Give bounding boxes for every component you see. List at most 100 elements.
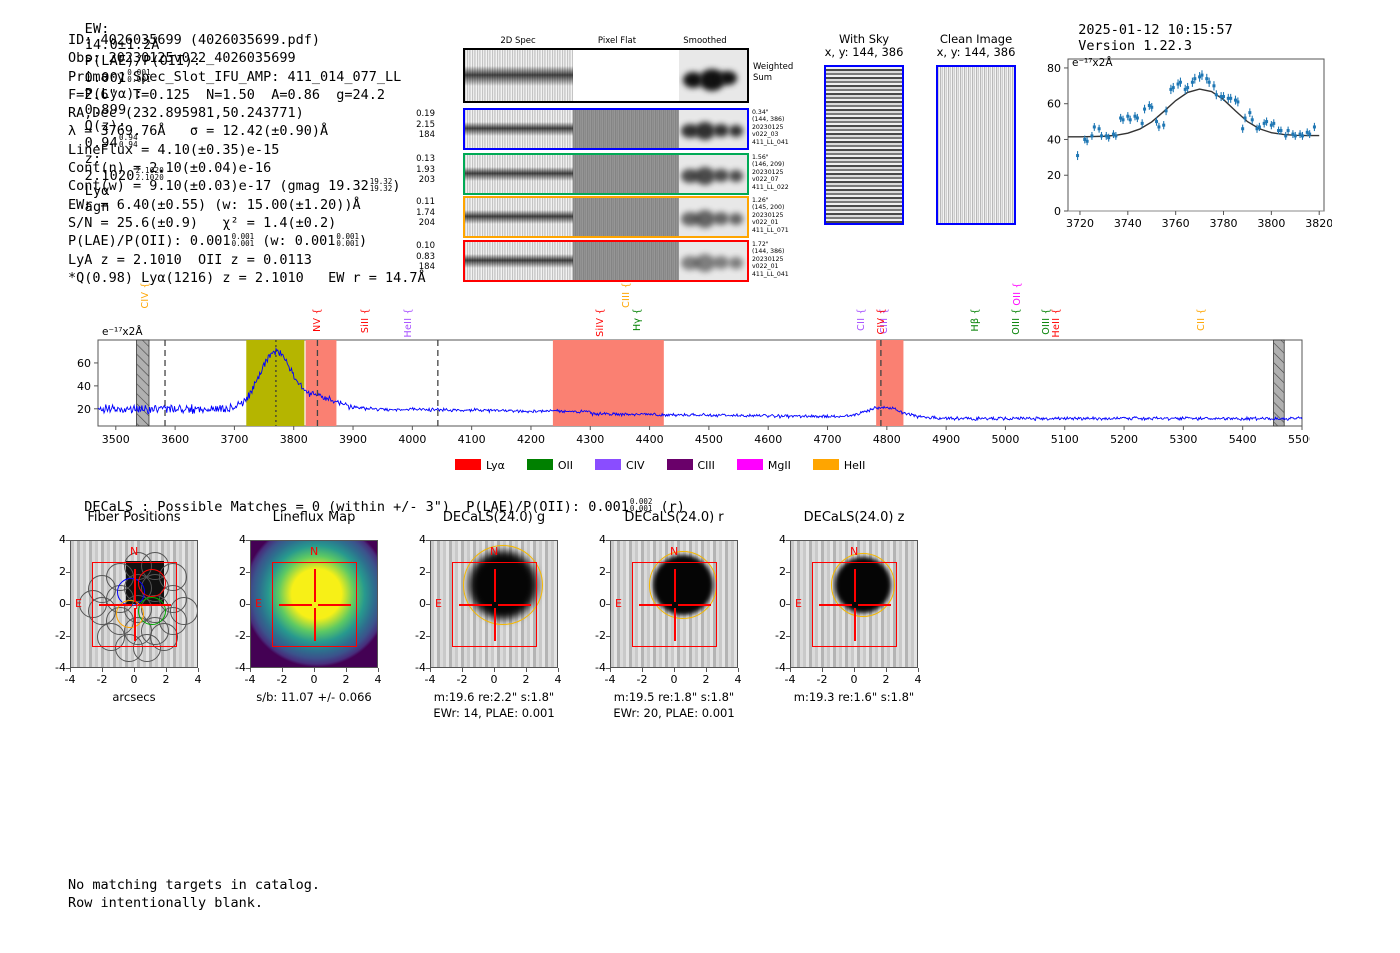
- crosshair-v-top-1: [314, 569, 316, 603]
- panel-0-xlabel: arcsecs: [112, 690, 156, 704]
- fiber-circle-20: [169, 596, 197, 625]
- spectrum-line-label-cii-15: CII {: [1196, 308, 1208, 331]
- crosshair-h-left-1: [279, 604, 313, 606]
- fiber-circle-highlight-1: [137, 569, 166, 598]
- panel-4-ytick-2: 0: [779, 597, 786, 610]
- info-line-7: Cont(n) = 2.10(±0.04)e-16: [68, 160, 272, 177]
- panel-1-xtick-4: 4: [374, 673, 382, 686]
- linefit-ytick: 80: [1047, 62, 1061, 75]
- crosshair-v-top-3: [674, 569, 676, 603]
- fiber-row-3-meta: 1.72" (144, 386) 20230125 v022_01 411_LL_041: [752, 241, 789, 278]
- spectrum-legend-label-1: OII: [557, 459, 574, 472]
- spectrum-xtick: 5500: [1288, 433, 1310, 446]
- panel-0-ytick-4: -4: [55, 661, 66, 674]
- panel-3-ytick-3: -2: [595, 629, 606, 642]
- weighted-2d-spec: [465, 50, 573, 101]
- decals-summary-prefix: DECaLS : Possible Matches = 0 (within +/…: [84, 498, 589, 515]
- plae-label: P(LAE)/P(OII):: [84, 53, 202, 69]
- spectrum-line-label-oii-11: OII {: [1011, 282, 1023, 306]
- compass-n-2: N: [490, 545, 499, 558]
- panel-0-ytick-1: 2: [59, 565, 66, 578]
- spectrum-xtick: 4100: [458, 433, 486, 446]
- ew-label: EW:: [84, 21, 110, 37]
- red-box-1: [272, 562, 358, 648]
- spectrum-legend-item-ciii: CIII: [666, 459, 715, 472]
- crosshair-h-right-1: [317, 604, 351, 606]
- panel-4-ytick-1: 2: [779, 565, 786, 578]
- spectrum-ytick: 60: [77, 357, 91, 370]
- spectrum-line-label-siiv-4: SiIV {: [594, 308, 606, 337]
- red-box-3: [632, 562, 718, 648]
- spectrum-xtick: 5100: [1051, 433, 1079, 446]
- panel-4-ytick-0: 4: [779, 533, 786, 546]
- panel-0-xtick-4: 4: [194, 673, 202, 686]
- info-line-2: Primary Spec_Slot_IFU_AMP: 411_014_077_L…: [68, 68, 402, 85]
- plae-value: 0.001: [84, 69, 127, 86]
- spectrum-line-label-oiii-12: OIII {: [1011, 308, 1023, 335]
- panel-3-caption-1: m:19.5 re:1.8" s:1.8": [613, 690, 735, 704]
- spectrum-legend-swatch-0: [455, 459, 481, 470]
- info-line-6: LineFlux = 4.10(±0.35)e-15: [68, 141, 280, 158]
- crosshair-v-bot-1: [314, 607, 316, 641]
- linefit-ytick: 20: [1047, 169, 1061, 182]
- panel-4-ytick-3: -2: [775, 629, 786, 642]
- spectrum-line-label-siii-2: SiII {: [359, 308, 371, 334]
- cutout-image-clean: [936, 65, 1016, 225]
- spectrum-band-3: [876, 340, 904, 426]
- linefit-units-label: e⁻¹⁷x2Å: [1072, 57, 1113, 69]
- spectrum-xtick: 4900: [932, 433, 960, 446]
- z-value: 2.1020: [84, 167, 135, 184]
- panel-3-xtick-2: 0: [670, 673, 678, 686]
- panel-0-xtick-3: 2: [162, 673, 170, 686]
- panel-3-ytick-4: -4: [595, 661, 606, 674]
- panel-2-ytick-1: 2: [419, 565, 426, 578]
- spectrum-xtick: 4400: [636, 433, 664, 446]
- panel-2-ytick-3: -2: [415, 629, 426, 642]
- fiber-row-2-meta: 1.26" (145, 200) 20230125 v022_01 411_LL_071: [752, 197, 789, 234]
- panel-3-ytick-2: 0: [599, 597, 606, 610]
- spectrum-xtick: 5400: [1229, 433, 1257, 446]
- panel-4-xtick-0: -4: [784, 673, 796, 686]
- panel-2-caption-2: EWr: 14, PLAE: 0.001: [433, 706, 555, 720]
- linefit-xtick: 3720: [1066, 217, 1094, 230]
- panel-3-xtick-4: 4: [734, 673, 742, 686]
- panel-3-caption-2: EWr: 20, PLAE: 0.001: [613, 706, 735, 720]
- weighted-sum-label: Weighted Sum: [753, 62, 794, 83]
- spectrum-xtick: 5000: [991, 433, 1019, 446]
- compass-e-0: E: [75, 597, 82, 610]
- info-line-0: ID: 4026035699 (4026035699.pdf): [68, 32, 320, 48]
- spectrum-xtick: 3800: [280, 433, 308, 446]
- panel-2-xtick-2: 0: [490, 673, 498, 686]
- linefit-ytick: 0: [1054, 205, 1061, 218]
- spectrum-line-label-heii-3: HeII {: [403, 308, 415, 338]
- footer-line-0: No matching targets in catalog.: [68, 877, 320, 893]
- spectrum-line-label-civ-9: CIV {: [875, 308, 887, 335]
- column-header-1: Pixel Flat: [597, 36, 637, 46]
- gaussian-fit-curve: [1068, 88, 1320, 138]
- cutout-title-text-0: With Sky: [838, 32, 890, 46]
- plya-label: P(Lyα):: [84, 85, 143, 102]
- fiber-row-0-meta: 0.34" (144, 386) 20230125 v022_03 411_LL_041: [752, 109, 789, 146]
- decals-plae-value: 0.001: [588, 498, 629, 515]
- panel-4-ytick-4: -4: [775, 661, 786, 674]
- panel-2-ytick-0: 4: [419, 533, 426, 546]
- linefit-xtick: 3800: [1257, 217, 1285, 230]
- spectrum-masked-region-1: [1273, 339, 1285, 427]
- spectrum-xtick: 3900: [339, 433, 367, 446]
- z-range: 2.1020 2.1020: [135, 165, 164, 182]
- top-cutouts-group: With Sky x, y: 144, 386 Clean Image x, y: 1…: [818, 33, 1023, 248]
- compass-e-1: E: [255, 597, 262, 610]
- ew-value: 14.0±1.2Å: [84, 37, 160, 53]
- spectrum-line-label-cii-7: CII {: [855, 308, 867, 331]
- panel-4-xtick-4: 4: [914, 673, 922, 686]
- header-summary-line: EW: 14.0±1.2Å P(LAE)/P(OII): 0.001 0.001 0…: [68, 5, 201, 215]
- panel-1-xtick-2: 0: [310, 673, 318, 686]
- plya-value: 0.899: [84, 101, 127, 118]
- aperture-circle-3: [648, 550, 717, 619]
- spectrum-legend-swatch-1: [526, 459, 553, 470]
- spectrum-xtick: 4700: [814, 433, 842, 446]
- crosshair-h-right-2: [497, 604, 531, 606]
- crosshair-v-top-4: [854, 569, 856, 603]
- red-box-0: [92, 562, 178, 648]
